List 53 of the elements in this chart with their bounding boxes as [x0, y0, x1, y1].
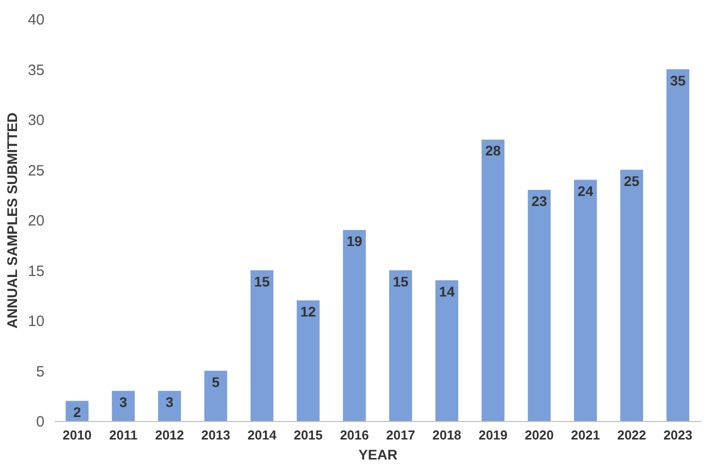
x-tick-label: 2015: [294, 428, 323, 442]
data-label: 25: [624, 172, 640, 189]
x-tick-label: 2021: [571, 428, 600, 442]
bar: [66, 400, 89, 421]
y-tick-label: 30: [28, 112, 44, 129]
data-label: 19: [346, 233, 362, 250]
data-label: 3: [119, 394, 128, 410]
x-tick-label: 2017: [386, 428, 416, 442]
data-label: 28: [485, 142, 502, 159]
bar: [112, 390, 135, 421]
x-tick-label: 2019: [478, 428, 508, 442]
data-label: 15: [254, 273, 270, 290]
bar: [389, 270, 412, 421]
bar: [204, 370, 228, 421]
x-tick-label: 2020: [524, 428, 554, 442]
y-tick-label: 5: [36, 363, 44, 380]
x-tick-label: 2023: [663, 428, 692, 442]
y-tick-label: 0: [36, 414, 44, 430]
data-label: 35: [670, 72, 686, 88]
bar: [296, 300, 320, 421]
data-label: 3: [166, 394, 174, 410]
data-label: 5: [212, 374, 220, 390]
bar: [342, 230, 366, 421]
x-tick-label: 2016: [340, 428, 369, 442]
x-tick-label: 2010: [62, 428, 92, 442]
x-tick-label: 2014: [248, 428, 278, 442]
y-tick-label: 10: [28, 313, 44, 330]
x-tick-label: 2013: [201, 428, 230, 442]
bar: [250, 270, 274, 421]
bar: [666, 69, 690, 421]
bar: [620, 170, 644, 421]
data-label: 24: [578, 182, 594, 199]
data-label: 23: [531, 192, 548, 209]
data-label: 14: [439, 283, 455, 300]
y-tick-label: 25: [28, 162, 44, 180]
bar: [528, 190, 551, 421]
x-tick-label: 2022: [617, 428, 646, 442]
x-tick-label: 2018: [432, 428, 462, 442]
y-tick-label: 15: [28, 262, 44, 280]
bar: [435, 280, 458, 421]
y-tick-label: 35: [28, 62, 44, 79]
data-label: 15: [392, 273, 409, 290]
y-axis-title: ANNUAL SAMPLES SUBMITTED: [4, 112, 20, 328]
bar: [158, 390, 181, 421]
data-label: 2: [73, 404, 82, 420]
y-tick-label: 40: [28, 12, 44, 28]
y-tick-label: 20: [28, 212, 44, 230]
bar: [574, 180, 597, 421]
x-tick-label: 2011: [109, 428, 138, 442]
x-tick-label: 2012: [155, 428, 184, 442]
data-label: 12: [300, 303, 316, 320]
x-axis-title: YEAR: [358, 446, 398, 462]
bar: [482, 140, 504, 421]
